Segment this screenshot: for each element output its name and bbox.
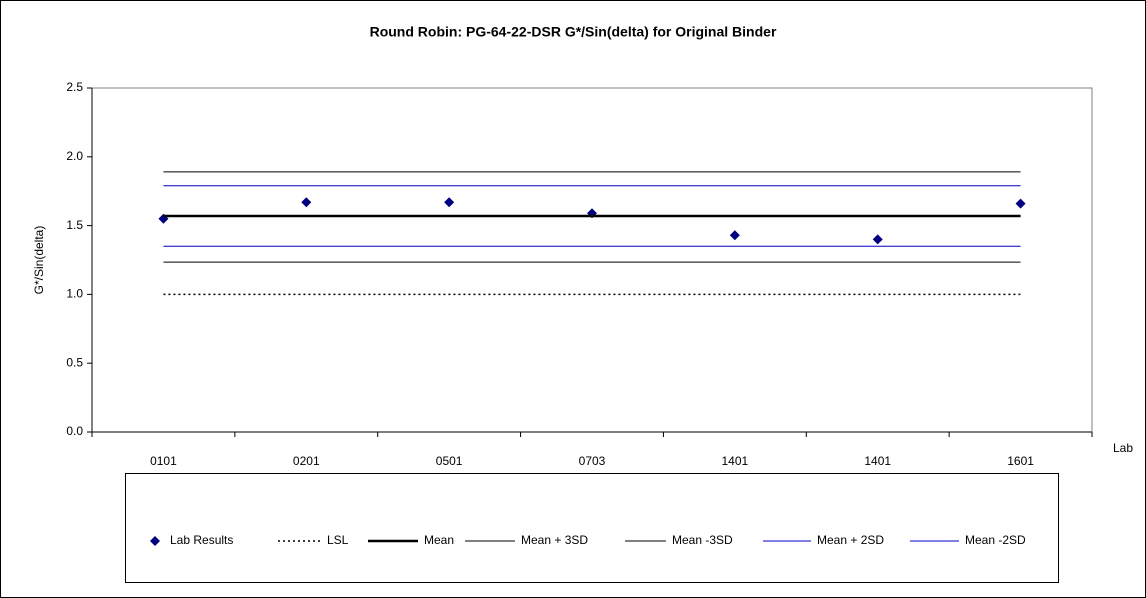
legend-label: LSL — [327, 533, 349, 547]
data-point — [1015, 198, 1026, 209]
x-tick-label: 1601 — [1007, 454, 1034, 468]
legend-label: Mean + 3SD — [521, 533, 588, 547]
y-tick-label: 2.0 — [66, 149, 83, 163]
data-point — [444, 197, 455, 208]
legend-label: Mean -2SD — [965, 533, 1026, 547]
x-tick-label: 1401 — [864, 454, 891, 468]
legend-label: Lab Results — [170, 533, 233, 547]
y-tick-label: 1.0 — [66, 287, 83, 301]
x-tick-label: 0101 — [150, 454, 177, 468]
legend-marker — [150, 536, 160, 546]
x-axis-label: Lab — [1113, 441, 1133, 455]
y-tick-label: 2.5 — [66, 80, 83, 94]
legend-label: Mean + 2SD — [817, 533, 884, 547]
chart-title: Round Robin: PG-64-22-DSR G*/Sin(delta) … — [370, 24, 777, 40]
y-tick-label: 0.0 — [66, 424, 83, 438]
data-point — [872, 234, 883, 245]
x-tick-label: 1401 — [722, 454, 749, 468]
legend-label: Mean -3SD — [672, 533, 733, 547]
x-tick-label: 0201 — [293, 454, 320, 468]
legend-label: Mean — [424, 533, 454, 547]
data-point — [301, 197, 312, 208]
y-axis-label: G*/Sin(delta) — [32, 226, 46, 295]
data-point — [729, 230, 740, 241]
x-tick-label: 0703 — [579, 454, 606, 468]
y-tick-label: 1.5 — [66, 218, 83, 232]
y-tick-label: 0.5 — [66, 355, 83, 369]
x-tick-label: 0501 — [436, 454, 463, 468]
plot-area — [91, 87, 1093, 433]
legend-box — [125, 473, 1059, 583]
